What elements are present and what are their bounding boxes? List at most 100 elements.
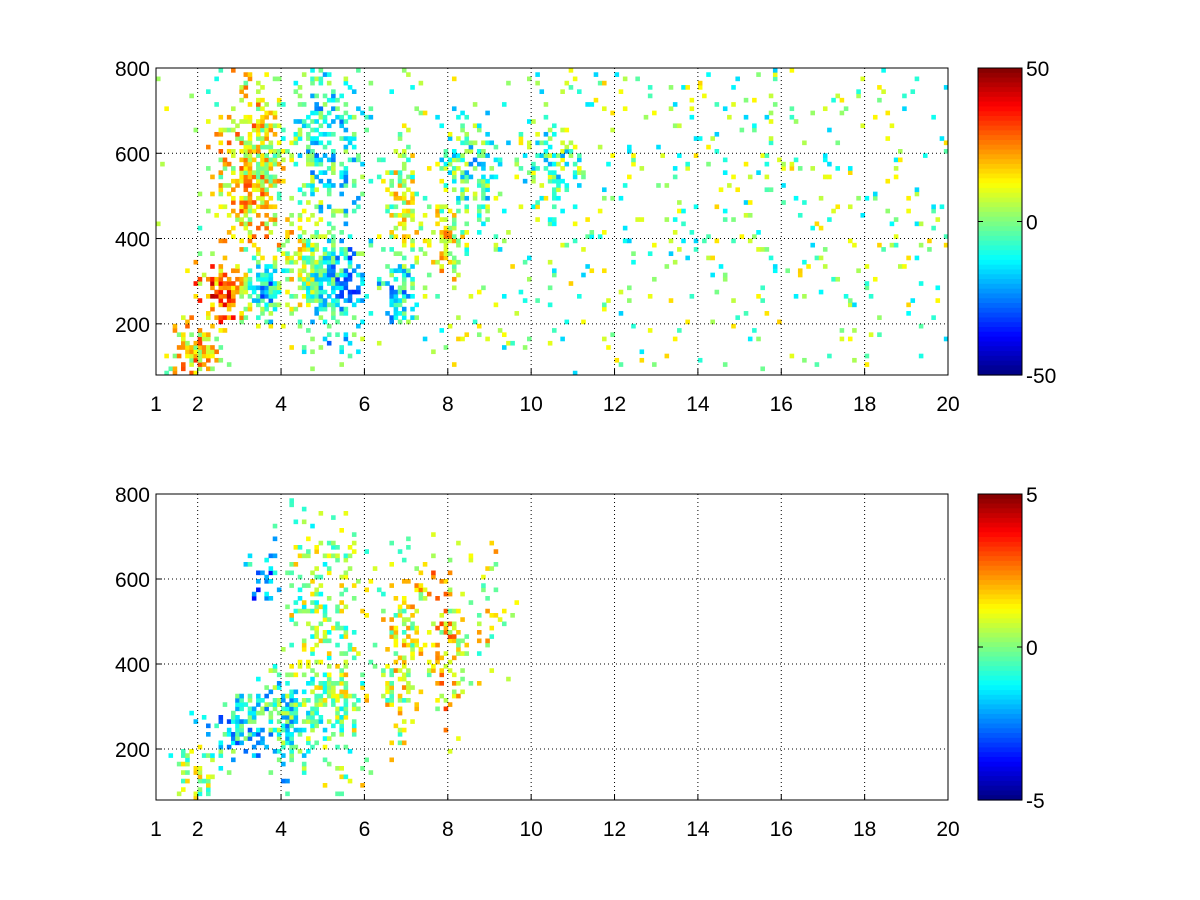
heatmap-cell bbox=[943, 234, 949, 239]
heatmap-cell bbox=[451, 221, 457, 227]
heatmap-cell bbox=[289, 740, 294, 746]
heatmap-cell bbox=[343, 634, 349, 639]
heatmap-cell bbox=[301, 583, 307, 588]
heatmap-cell bbox=[602, 268, 607, 274]
heatmap-cell bbox=[256, 753, 261, 758]
colorbar-segment bbox=[978, 685, 1022, 691]
heatmap-cell bbox=[447, 259, 453, 265]
heatmap-cell bbox=[251, 170, 257, 175]
heatmap-cell bbox=[447, 570, 453, 576]
heatmap-cell bbox=[585, 217, 590, 222]
heatmap-cell bbox=[268, 553, 274, 559]
heatmap-cell bbox=[381, 178, 386, 184]
heatmap-cell bbox=[351, 706, 357, 712]
heatmap-cell bbox=[314, 259, 319, 265]
heatmap-cell bbox=[677, 200, 682, 205]
heatmap-cell bbox=[326, 251, 332, 257]
heatmap-cell bbox=[376, 157, 382, 163]
colorbar-segment bbox=[978, 532, 1022, 538]
heatmap-cell bbox=[268, 689, 274, 695]
heatmap-cell bbox=[339, 230, 344, 235]
heatmap-cell bbox=[343, 298, 349, 303]
heatmap-cell bbox=[439, 178, 445, 184]
heatmap-cell bbox=[376, 340, 382, 346]
heatmap-cell bbox=[839, 110, 845, 116]
heatmap-cell bbox=[552, 174, 557, 180]
heatmap-cell bbox=[468, 161, 474, 167]
heatmap-cell bbox=[822, 157, 828, 163]
heatmap-cell bbox=[301, 719, 307, 724]
heatmap-cell bbox=[481, 140, 486, 146]
heatmap-cell bbox=[485, 336, 490, 342]
heatmap-cell bbox=[476, 149, 482, 154]
heatmap-cell bbox=[401, 272, 407, 278]
heatmap-cell bbox=[264, 591, 269, 597]
heatmap-cell bbox=[443, 234, 449, 239]
heatmap-cell bbox=[222, 255, 228, 261]
heatmap-cell bbox=[231, 268, 236, 274]
heatmap-cell bbox=[247, 144, 253, 150]
heatmap-cell bbox=[343, 306, 349, 312]
heatmap-cell bbox=[289, 230, 294, 235]
colorbar-segment bbox=[978, 513, 1022, 519]
heatmap-cell bbox=[314, 549, 319, 554]
heatmap-cell bbox=[589, 102, 595, 107]
heatmap-cell bbox=[172, 366, 178, 372]
heatmap-cell bbox=[418, 80, 424, 86]
heatmap-cell bbox=[414, 608, 420, 614]
heatmap-cell bbox=[397, 698, 403, 703]
heatmap-cell bbox=[181, 770, 186, 775]
heatmap-cell bbox=[281, 251, 286, 257]
heatmap-cell bbox=[181, 761, 186, 767]
heatmap-cell bbox=[256, 727, 261, 733]
heatmap-cell bbox=[451, 621, 457, 627]
heatmap-cell bbox=[481, 153, 486, 158]
heatmap-cell bbox=[318, 293, 324, 299]
heatmap-cell bbox=[189, 710, 194, 716]
heatmap-cell bbox=[260, 144, 265, 150]
heatmap-cell bbox=[331, 153, 336, 158]
heatmap-cell bbox=[214, 349, 219, 355]
heatmap-cell bbox=[610, 127, 615, 133]
colorbar-segment bbox=[978, 163, 1022, 170]
colorbar-segment bbox=[978, 82, 1022, 88]
heatmap-cell bbox=[272, 702, 278, 707]
heatmap-cell bbox=[256, 131, 261, 137]
heatmap-cell bbox=[322, 613, 328, 618]
heatmap-cell bbox=[306, 289, 311, 295]
heatmap-cell bbox=[322, 255, 328, 261]
heatmap-cell bbox=[693, 153, 699, 158]
heatmap-cell bbox=[439, 630, 445, 635]
heatmap-cell bbox=[318, 591, 324, 597]
heatmap-cell bbox=[556, 195, 561, 201]
heatmap-cell bbox=[264, 302, 269, 308]
heatmap-cell bbox=[197, 298, 203, 303]
heatmap-cell bbox=[326, 676, 332, 682]
heatmap-cell bbox=[326, 672, 332, 678]
heatmap-cell bbox=[231, 715, 236, 720]
heatmap-cell bbox=[251, 157, 257, 163]
heatmap-cell bbox=[314, 234, 319, 239]
heatmap-cell bbox=[218, 302, 224, 308]
heatmap-cell bbox=[256, 702, 261, 707]
heatmap-cell bbox=[464, 149, 470, 154]
heatmap-cell bbox=[281, 761, 286, 767]
heatmap-cell bbox=[556, 174, 561, 180]
heatmap-cell bbox=[514, 600, 520, 605]
colorbar-segment bbox=[978, 570, 1022, 576]
heatmap-cell bbox=[185, 770, 190, 775]
heatmap-cell bbox=[326, 80, 332, 86]
heatmap-cell bbox=[251, 123, 257, 129]
heatmap-cell bbox=[414, 230, 420, 235]
heatmap-cell bbox=[176, 345, 182, 350]
heatmap-cell bbox=[414, 191, 420, 197]
heatmap-cell bbox=[256, 251, 261, 257]
heatmap-cell bbox=[310, 234, 315, 239]
heatmap-cell bbox=[335, 710, 340, 716]
colorbar-segment bbox=[978, 771, 1022, 777]
heatmap-cell bbox=[247, 238, 253, 244]
heatmap-cell bbox=[326, 230, 332, 235]
y-tick-label: 600 bbox=[115, 143, 150, 166]
heatmap-cell bbox=[210, 753, 215, 758]
